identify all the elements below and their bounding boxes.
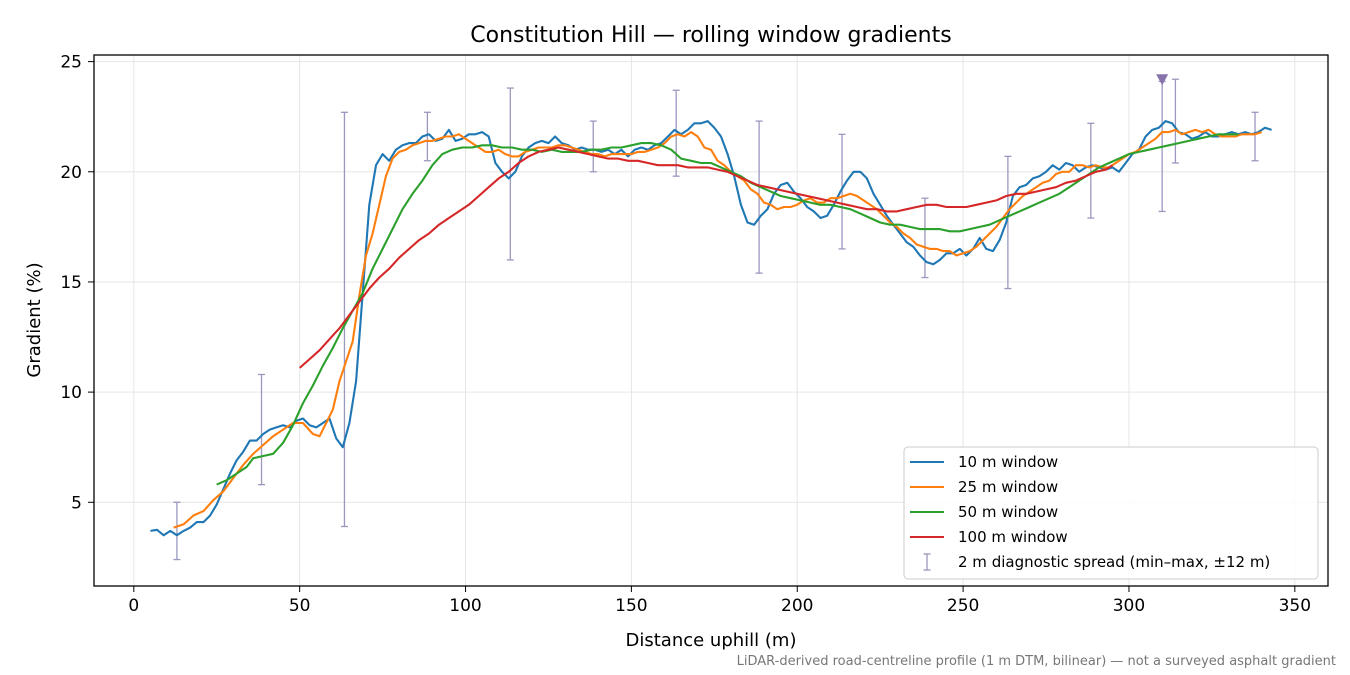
x-tick-label: 150 — [615, 596, 647, 616]
series-line-10-m-window — [150, 120, 1272, 537]
y-tick-label: 5 — [71, 493, 82, 513]
series-lines — [150, 120, 1272, 537]
errorbar — [258, 373, 266, 486]
footnote: LiDAR-derived road-centreline profile (1… — [737, 654, 1336, 669]
legend-label: 25 m window — [958, 478, 1058, 496]
x-tick-label: 100 — [449, 596, 481, 616]
errorbar — [1251, 111, 1259, 162]
peak-marker — [1156, 74, 1169, 86]
errorbar — [672, 89, 680, 177]
errorbar — [589, 120, 597, 173]
errorbar — [1171, 78, 1179, 164]
legend: 10 m window 25 m window 50 m window 100 m w… — [903, 446, 1319, 580]
x-tick-label: 350 — [1279, 596, 1311, 616]
errorbar — [838, 133, 846, 250]
x-axis-ticks: 0 50 100 150 200 250 300 350 — [128, 586, 1311, 616]
x-axis-label: Distance uphill (m) — [626, 630, 797, 651]
errorbar — [1004, 155, 1012, 290]
legend-label: 50 m window — [958, 503, 1058, 521]
legend-box — [903, 446, 1319, 580]
errorbar — [173, 501, 181, 561]
x-tick-label: 0 — [128, 596, 139, 616]
legend-label: 10 m window — [958, 453, 1058, 471]
y-tick-label: 10 — [60, 383, 82, 403]
errorbar — [506, 87, 514, 261]
errorbar — [340, 111, 348, 528]
y-tick-label: 25 — [60, 53, 82, 73]
y-tick-label: 15 — [60, 273, 82, 293]
x-tick-label: 50 — [289, 596, 311, 616]
y-tick-label: 20 — [60, 163, 82, 183]
legend-errorbar-swatch — [923, 553, 931, 571]
errorbar — [921, 197, 929, 279]
chart-title: Constitution Hill — rolling window gradi… — [470, 23, 951, 48]
series-line-100-m-window — [299, 146, 1113, 369]
y-axis-label: Gradient (%) — [24, 262, 45, 377]
x-tick-label: 200 — [781, 596, 813, 616]
errorbars — [173, 78, 1259, 561]
x-tick-label: 250 — [947, 596, 979, 616]
errorbar — [423, 111, 431, 162]
series-line-50-m-window — [216, 133, 1239, 486]
legend-label: 100 m window — [958, 528, 1068, 546]
plot-frame — [93, 54, 1329, 587]
peak-marker-triangle — [1156, 74, 1169, 86]
legend-label: 2 m diagnostic spread (min–max, ±12 m) — [958, 553, 1270, 571]
y-axis-ticks: 5 10 15 20 25 — [60, 53, 94, 513]
x-tick-label: 300 — [1113, 596, 1145, 616]
grid — [94, 55, 1328, 586]
errorbar — [1087, 122, 1095, 219]
